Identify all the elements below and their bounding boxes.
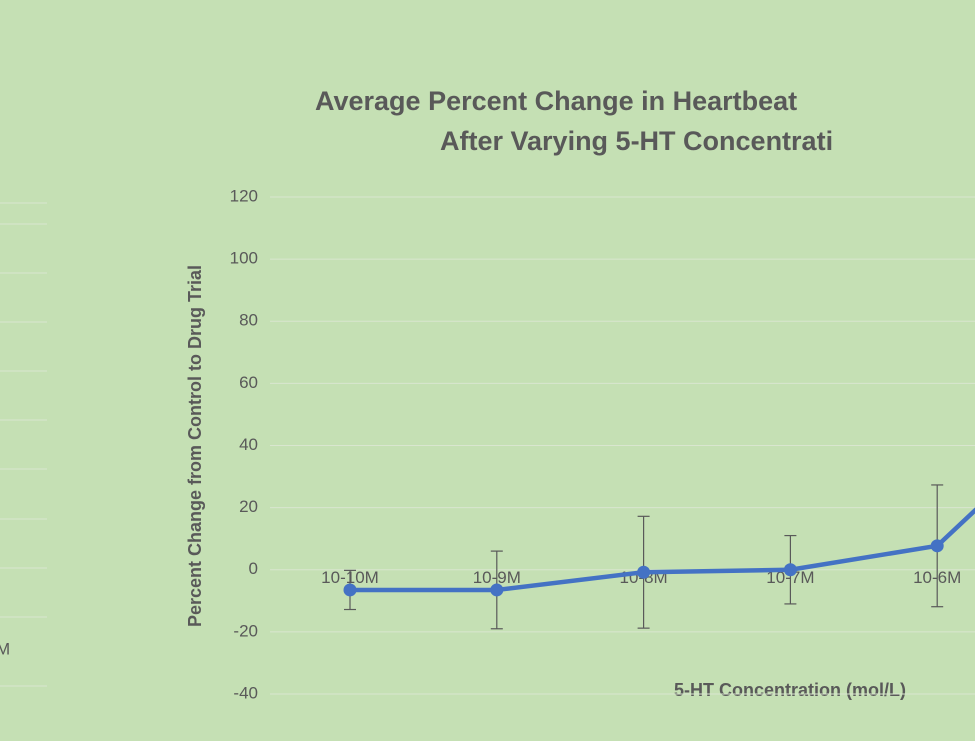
y-tick-label: 40: [239, 435, 258, 454]
fragment-label: M: [0, 639, 10, 658]
point: [343, 583, 357, 597]
chart-title: After Varying 5-HT Concentrati: [440, 126, 833, 156]
point: [490, 583, 504, 597]
y-tick-label: -20: [233, 621, 258, 640]
y-tick-label: 0: [249, 559, 258, 578]
y-tick-label: 60: [239, 373, 258, 392]
y-tick-label: 120: [230, 186, 258, 205]
point: [783, 563, 797, 577]
point: [637, 565, 651, 579]
y-tick-label: 100: [230, 249, 258, 268]
y-tick-label: -40: [233, 683, 258, 702]
y-tick-label: 20: [239, 497, 258, 516]
y-tick-label: 80: [239, 311, 258, 330]
chart-title: Average Percent Change in Heartbeat: [315, 86, 797, 116]
y-axis-title: Percent Change from Control to Drug Tria…: [185, 265, 205, 627]
left-fragment-grid: [0, 202, 47, 687]
series-line: [350, 507, 975, 593]
x-axis-title: 5-HT Concentration (mol/L): [674, 680, 906, 700]
point: [930, 539, 944, 553]
